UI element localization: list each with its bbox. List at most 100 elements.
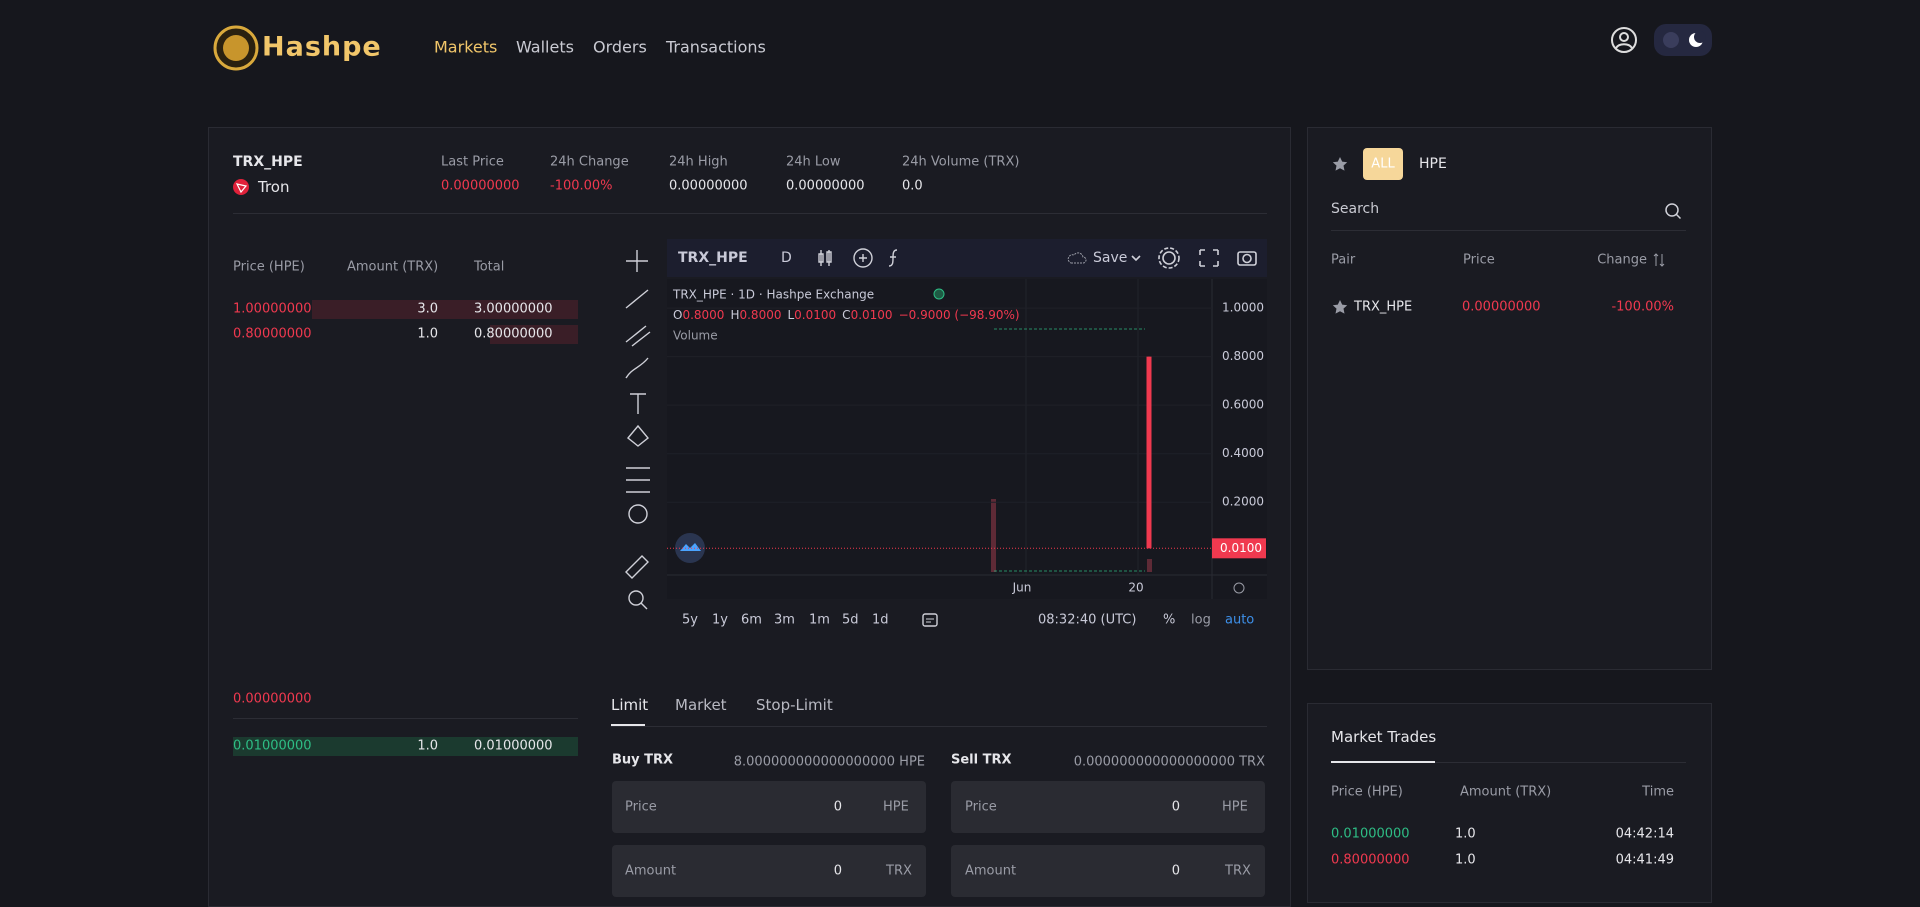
ask-total: 0.80000000 <box>474 326 553 342</box>
divider <box>233 213 1267 214</box>
trade-amount: 1.0 <box>1455 852 1476 868</box>
range[interactable]: 1y <box>712 612 728 628</box>
user-icon[interactable] <box>1610 26 1638 54</box>
x-tick-label: 20 <box>1128 581 1143 595</box>
col-header: Price (HPE) <box>1331 784 1403 800</box>
input[interactable] <box>612 781 926 833</box>
save-button[interactable]: Save <box>1093 250 1128 266</box>
stat-value: 0.00000000 <box>441 178 520 194</box>
divider <box>1331 230 1686 231</box>
brand[interactable]: Hashpe <box>262 31 382 63</box>
tab[interactable]: Market <box>675 696 727 714</box>
depth-bar <box>233 737 578 756</box>
depth-bar <box>312 300 578 319</box>
ohlc-key: O <box>673 308 682 322</box>
scale-option[interactable]: % <box>1163 612 1176 628</box>
range[interactable]: 6m <box>741 612 762 628</box>
ohlc-change: −0.9000 (−98.90%) <box>899 308 1020 322</box>
ob-header: Price (HPE) <box>233 259 305 275</box>
volume-bar <box>991 499 996 572</box>
nav-link[interactable]: Wallets <box>516 37 574 57</box>
tab[interactable]: Limit <box>611 696 649 714</box>
drawing-toolbar[interactable] <box>618 248 658 610</box>
x-tick-label: Jun <box>1012 581 1032 595</box>
col-header[interactable]: Change <box>1597 252 1647 268</box>
col-header: Time <box>1642 784 1674 800</box>
bid-price[interactable]: 0.01000000 <box>233 738 312 754</box>
stat-label: 24h Volume (TRX) <box>902 154 1020 170</box>
ask-price[interactable]: 1.00000000 <box>233 301 312 317</box>
y-tick-label: 0.6000 <box>1222 398 1264 412</box>
favorites[interactable] <box>1332 156 1348 172</box>
nav-link[interactable]: Orders <box>593 37 647 57</box>
ohlc-value: 0.8000 <box>739 308 781 322</box>
nav-link[interactable]: Markets <box>434 37 498 57</box>
market-change: -100.00% <box>1611 299 1674 315</box>
range[interactable]: 3m <box>774 612 795 628</box>
field-label: Amount <box>965 863 1017 879</box>
ob-header: Total <box>474 259 505 275</box>
field-unit: HPE <box>1222 799 1248 815</box>
stat-value: 0.00000000 <box>786 178 865 194</box>
star[interactable] <box>1332 299 1348 315</box>
stat-value: -100.00% <box>550 178 613 194</box>
coin: Tron <box>258 178 290 196</box>
ohlc-key: L <box>787 308 794 322</box>
title-underline <box>1331 761 1435 763</box>
market-pair[interactable]: TRX_HPE <box>1354 299 1413 315</box>
ohlc-key: C <box>842 308 850 322</box>
trades-panel <box>1307 703 1712 903</box>
price-chart: TRX_HPE · 1D · Hashpe Exchange O0.8000 H0… <box>667 279 1267 599</box>
logo[interactable] <box>212 24 262 72</box>
col-header[interactable]: Pair <box>1331 252 1356 268</box>
chart-area <box>667 279 1267 599</box>
theme-toggle[interactable] <box>1654 24 1712 56</box>
sort-icon[interactable] <box>1653 253 1665 267</box>
range[interactable]: 1m <box>809 612 830 628</box>
range[interactable]: 5y <box>682 612 698 628</box>
chart-actions[interactable] <box>1130 244 1260 272</box>
search-input[interactable]: Search <box>1331 201 1380 217</box>
balance: 8.000000000000000000 HPE <box>733 754 925 770</box>
field-value: 0 <box>1171 799 1180 815</box>
ask-price[interactable]: 0.80000000 <box>233 326 312 342</box>
range[interactable]: 5d <box>842 612 859 628</box>
page: Hashpe Markets Wallets Orders Transactio… <box>208 24 1712 907</box>
scale-option[interactable]: auto <box>1225 612 1255 628</box>
stat-value: 0.0 <box>902 178 923 194</box>
tab[interactable]: HPE <box>1419 156 1447 172</box>
nav-link[interactable]: Transactions <box>666 37 766 57</box>
tab[interactable]: Stop-Limit <box>756 696 833 714</box>
ohlc-key: H <box>730 308 739 322</box>
col-header[interactable]: Price <box>1463 252 1495 268</box>
settings-icon[interactable] <box>1233 582 1245 594</box>
pair: TRX_HPE <box>233 154 303 170</box>
chart-tools[interactable] <box>815 246 910 270</box>
field-value: 0 <box>833 799 842 815</box>
field-value: 0 <box>833 863 842 879</box>
trade-amount: 1.0 <box>1455 826 1476 842</box>
stat-value: 0.00000000 <box>669 178 748 194</box>
col-header: Amount (TRX) <box>1460 784 1552 800</box>
scale-option[interactable]: log <box>1191 612 1211 628</box>
ask-amount: 3.0 <box>417 301 438 317</box>
date-range-icon[interactable] <box>921 611 939 629</box>
y-tick-label: 0.8000 <box>1222 349 1264 363</box>
depth-bar <box>490 325 578 344</box>
stat-label: 24h Low <box>786 154 841 170</box>
market-price: 0.00000000 <box>1462 299 1541 315</box>
stat-label: Last Price <box>441 154 504 170</box>
form-title: Sell TRX <box>951 752 1012 768</box>
range[interactable]: 1d <box>872 612 889 628</box>
ohlc-value: 0.0100 <box>794 308 836 322</box>
tab[interactable]: ALL <box>1371 156 1395 172</box>
chart-symbol[interactable]: TRX_HPE <box>678 250 748 266</box>
markets-panel <box>1307 127 1712 670</box>
interval[interactable]: D <box>781 250 792 266</box>
search-icon[interactable] <box>1664 202 1682 220</box>
input[interactable] <box>951 781 1265 833</box>
trade-time: 04:42:14 <box>1615 826 1674 842</box>
cloud-icon[interactable] <box>1067 251 1087 265</box>
stat-label: 24h High <box>669 154 728 170</box>
tab-pill[interactable] <box>1363 148 1403 180</box>
